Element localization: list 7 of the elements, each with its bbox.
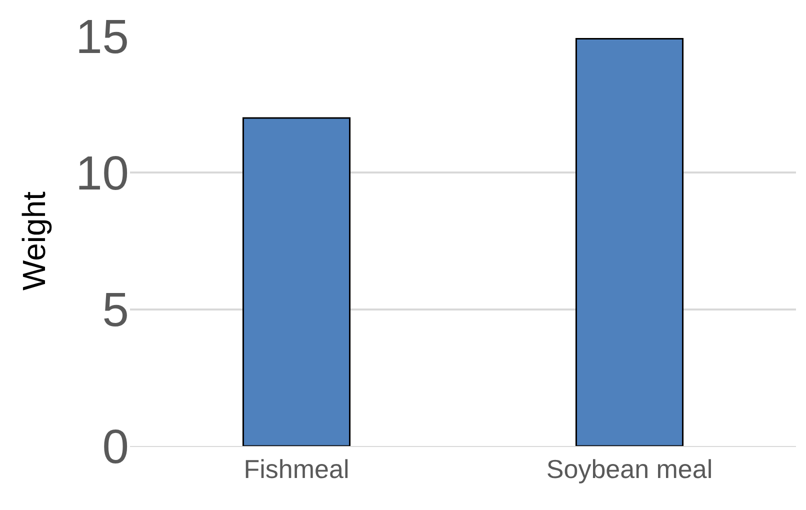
y-tick-label: 5 xyxy=(102,284,129,338)
y-tick-label: 0 xyxy=(102,420,129,474)
y-tick-label: 15 xyxy=(76,10,129,64)
x-tick-label: Fishmeal xyxy=(244,454,350,484)
y-tick-label: 10 xyxy=(76,147,129,200)
y-axis-title: Weight xyxy=(16,191,52,291)
x-tick-label: Soybean meal xyxy=(546,454,713,484)
